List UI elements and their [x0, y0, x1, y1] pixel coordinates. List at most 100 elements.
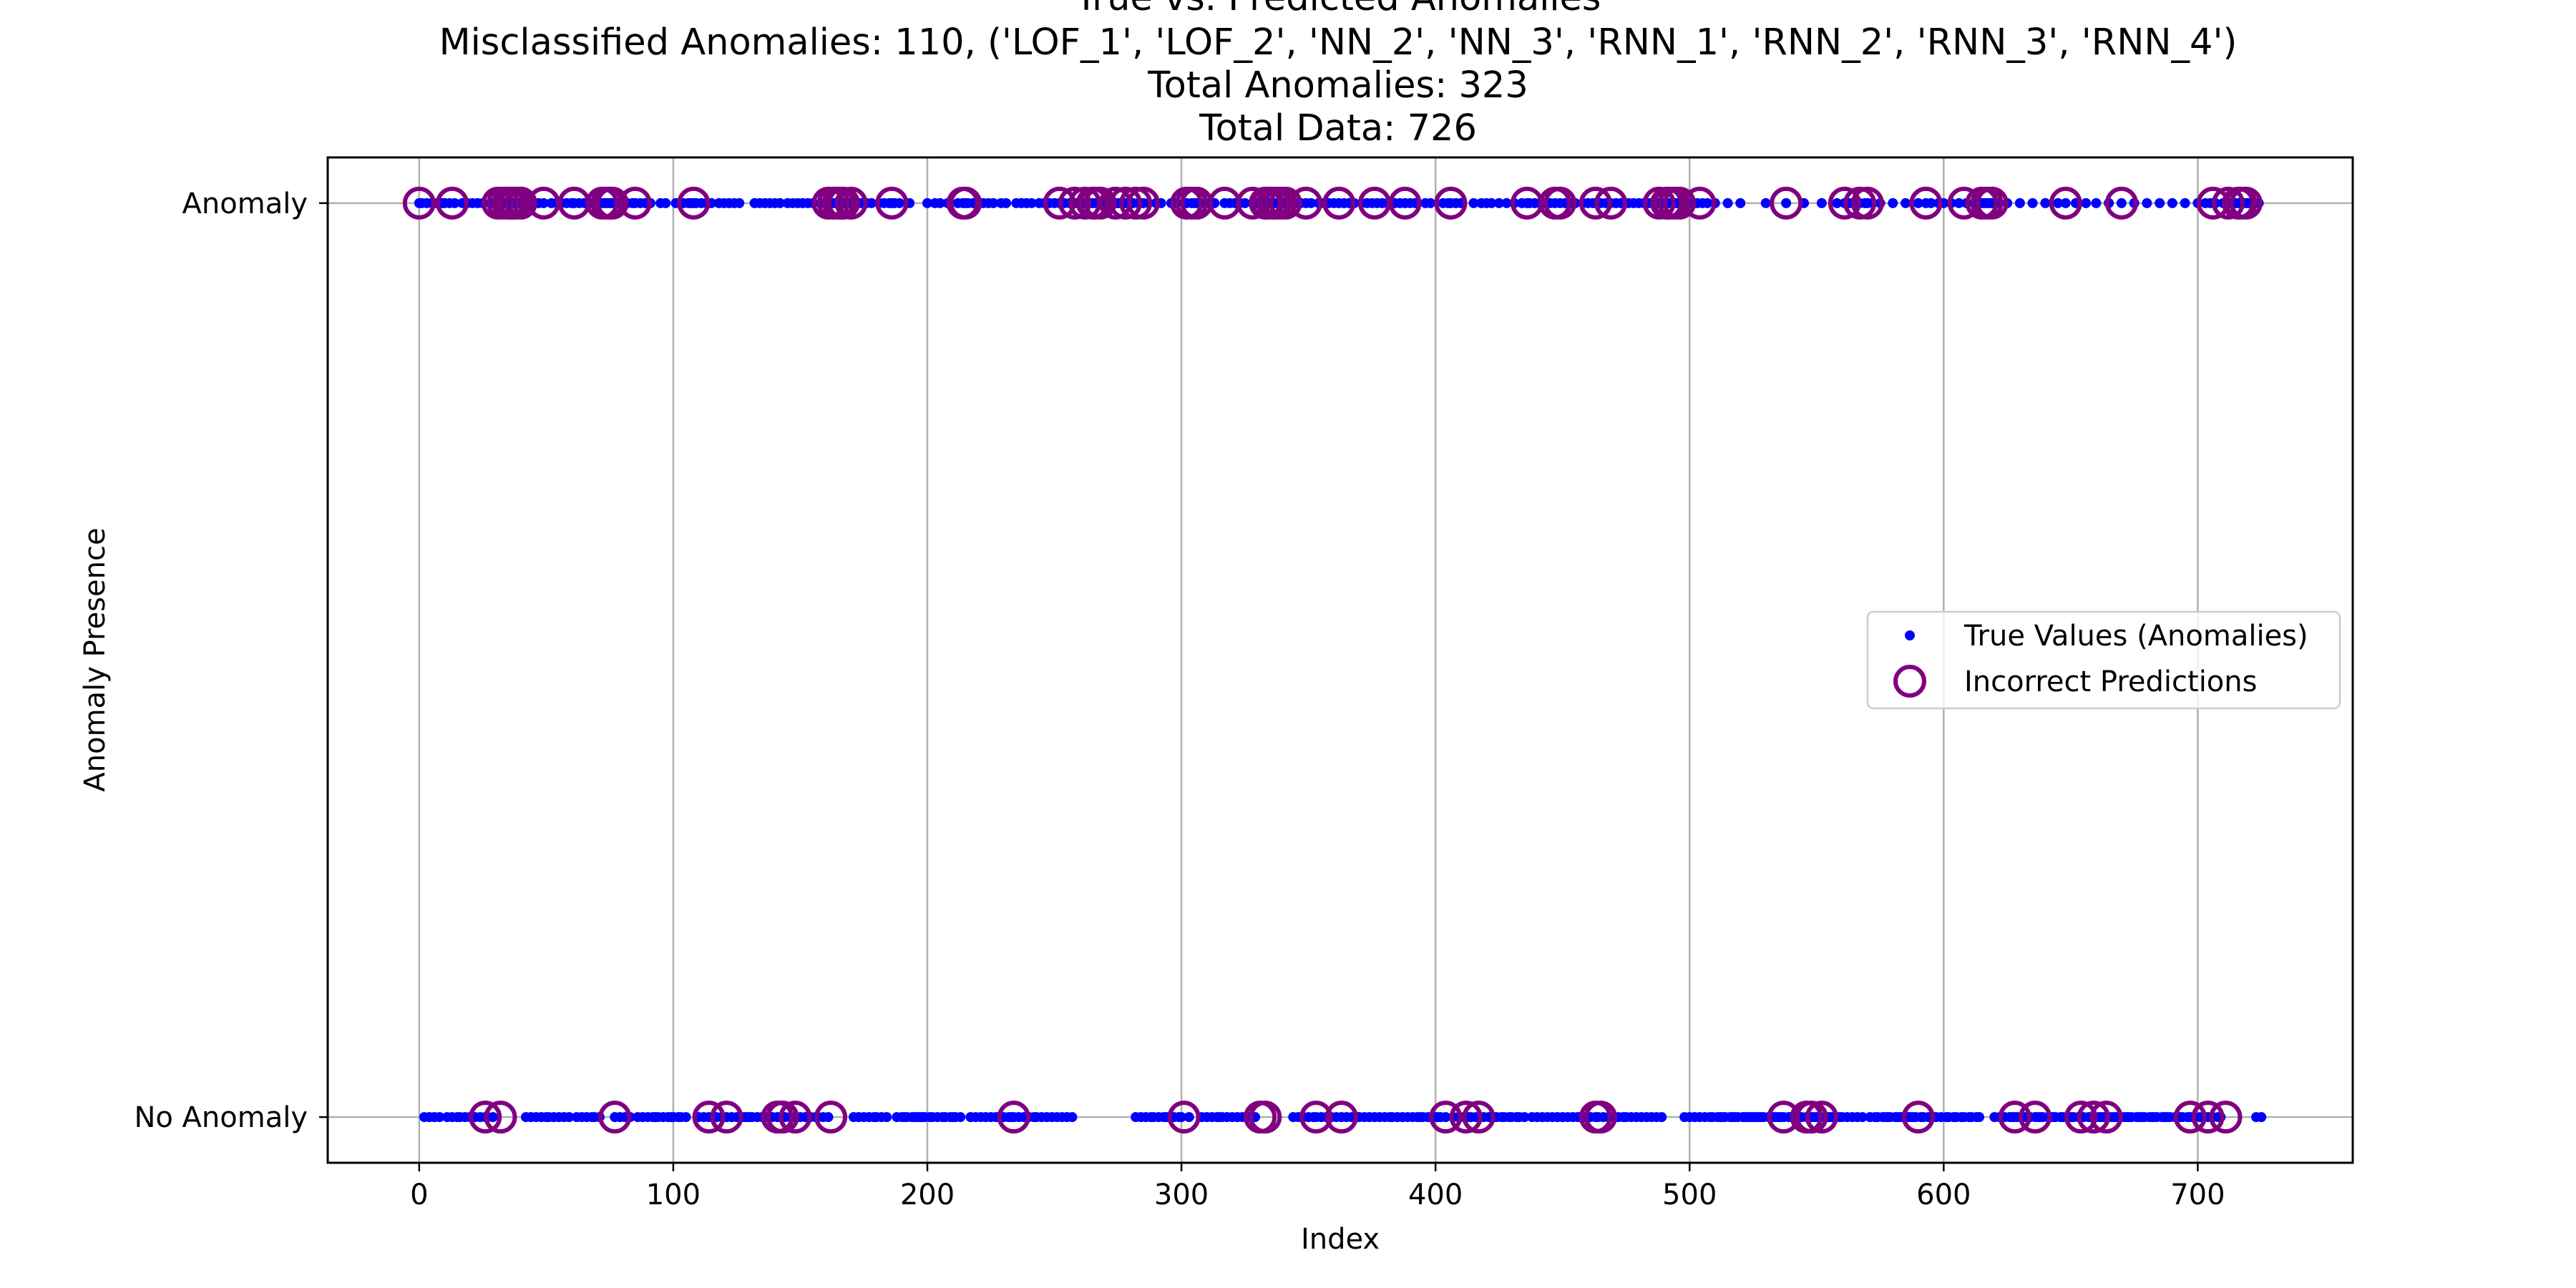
- true-value-point: [1735, 197, 1746, 208]
- incorrect-prediction-point: [875, 186, 909, 220]
- x-tick-label-500: 500: [1662, 1179, 1717, 1211]
- x-tick-label-300: 300: [1154, 1179, 1209, 1211]
- true-value-point: [1486, 197, 1497, 208]
- true-value-point: [1493, 197, 1504, 208]
- incorrect-prediction-point: [692, 1101, 726, 1134]
- true-value-point: [894, 197, 904, 208]
- incorrect-prediction-point: [598, 1101, 632, 1134]
- true-value-point: [1657, 1112, 1667, 1123]
- x-tick-label-200: 200: [900, 1179, 955, 1211]
- true-value-point: [1519, 1112, 1530, 1123]
- chart-title-line-3: Total Anomalies: 323: [1147, 64, 1528, 107]
- incorrect-prediction-point: [1249, 1101, 1282, 1134]
- true-value-point: [1901, 197, 1911, 208]
- incorrect-prediction-point: [1850, 186, 1884, 220]
- true-value-point: [1832, 197, 1843, 208]
- incorrect-prediction-point: [1579, 186, 1612, 220]
- true-value-point: [775, 197, 786, 208]
- true-value-point: [1722, 197, 1733, 208]
- incorrect-prediction-point: [1663, 186, 1697, 220]
- true-value-point: [1026, 197, 1037, 208]
- true-value-point: [1760, 197, 1771, 208]
- true-value-point: [882, 1112, 892, 1123]
- x-tick-label-100: 100: [646, 1179, 701, 1211]
- incorrect-prediction-point: [484, 1101, 517, 1134]
- incorrect-prediction-point: [1543, 186, 1577, 220]
- true-value-point: [680, 1112, 691, 1123]
- incorrect-prediction-point: [504, 186, 537, 220]
- true-value-point: [1501, 197, 1512, 208]
- incorrect-prediction-point: [1434, 186, 1468, 220]
- incorrect-prediction-point: [1828, 186, 1861, 220]
- true-value-point: [1440, 1112, 1451, 1123]
- true-value-point: [922, 197, 932, 208]
- true-value-point: [2256, 1112, 2267, 1123]
- true-value-point: [2060, 197, 2071, 208]
- true-value-point: [1913, 197, 1923, 208]
- y-axis-label: Anomaly Presence: [79, 527, 112, 791]
- true-value-point: [1974, 1112, 1985, 1123]
- incorrect-prediction-point: [1901, 1101, 1935, 1134]
- incorrect-prediction-point: [1299, 1101, 1333, 1134]
- incorrect-prediction-point: [1909, 186, 1943, 220]
- incorrect-prediction-point: [2191, 1101, 2225, 1134]
- incorrect-prediction-point: [949, 186, 982, 220]
- true-value-point: [538, 197, 549, 208]
- true-value-point: [935, 197, 945, 208]
- true-value-point: [1953, 197, 1964, 208]
- plot-area-frame: [326, 156, 2354, 1164]
- true-value-point: [564, 1112, 575, 1123]
- true-value-point: [487, 1112, 498, 1123]
- incorrect-prediction-point: [435, 186, 469, 220]
- x-tick-label-700: 700: [2170, 1179, 2225, 1211]
- true-value-point: [1184, 1112, 1194, 1123]
- true-value-point: [2116, 197, 2127, 208]
- true-value-point: [823, 1112, 834, 1123]
- y-axis-ticks: No Anomaly Anomaly: [134, 187, 328, 1134]
- incorrect-prediction-point: [1083, 186, 1117, 220]
- true-value-point: [2040, 197, 2051, 208]
- true-value-point: [1239, 197, 1250, 208]
- incorrect-prediction-point: [1324, 1101, 1358, 1134]
- chart-title-line-4: Total Data: 726: [1199, 107, 1477, 150]
- x-tick-label-0: 0: [410, 1179, 428, 1211]
- x-tick-label-600: 600: [1916, 1179, 1971, 1211]
- y-tick-label-no-anomaly: No Anomaly: [134, 1101, 308, 1134]
- incorrect-prediction-point: [1322, 186, 1356, 220]
- incorrect-prediction-point: [2077, 1101, 2110, 1134]
- incorrect-prediction-point: [1584, 1101, 1617, 1134]
- true-value-point: [2014, 197, 2025, 208]
- incorrect-prediction-point: [1975, 186, 2009, 220]
- true-value-point: [1888, 197, 1898, 208]
- true-value-point: [434, 1112, 445, 1123]
- incorrect-prediction-point: [766, 1101, 799, 1134]
- true-value-point: [955, 1112, 966, 1123]
- incorrect-prediction-point: [618, 186, 652, 220]
- incorrect-prediction-point: [1998, 1101, 2031, 1134]
- legend-label-incorrect-predictions: Incorrect Predictions: [1964, 665, 2257, 698]
- legend-marker-true-values: [1905, 630, 1915, 640]
- incorrect-prediction-point: [1388, 186, 1422, 220]
- legend-marker-incorrect-predictions: [1893, 665, 1926, 698]
- incorrect-prediction-point: [2209, 1101, 2243, 1134]
- incorrect-prediction-point: [1126, 186, 1160, 220]
- incorrect-prediction-point: [1449, 1101, 1483, 1134]
- incorrect-prediction-point: [2229, 186, 2263, 220]
- true-value-point: [1926, 197, 1936, 208]
- incorrect-prediction-point: [2064, 1101, 2098, 1134]
- true-value-point: [2142, 197, 2152, 208]
- incorrect-prediction-point: [1795, 1101, 1828, 1134]
- true-value-point: [1816, 197, 1827, 208]
- incorrect-prediction-point: [834, 186, 868, 220]
- incorrect-prediction-point: [1770, 186, 1803, 220]
- true-value-point: [1176, 1112, 1187, 1123]
- true-value-point: [2091, 197, 2102, 208]
- incorrect-prediction-point: [1108, 186, 1142, 220]
- true-value-point: [2027, 197, 2038, 208]
- true-value-point: [1067, 1112, 1078, 1123]
- incorrect-prediction-point: [710, 1101, 743, 1134]
- incorrect-prediction-point: [1167, 1101, 1201, 1134]
- x-axis-label: Index: [1301, 1223, 1380, 1256]
- true-value-point: [2155, 197, 2165, 208]
